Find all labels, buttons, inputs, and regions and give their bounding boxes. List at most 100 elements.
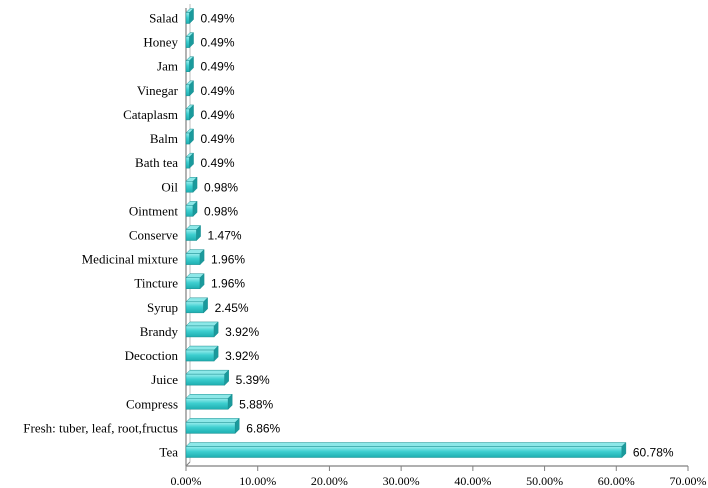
x-tick-label: 60.00% (598, 474, 635, 488)
bar-end-face (234, 417, 240, 434)
category-label: Cataplasm (123, 107, 178, 122)
value-label: 0.49% (201, 132, 235, 146)
bar-front-face (185, 108, 190, 121)
bar-ointment (185, 200, 198, 217)
bar-front-face (185, 84, 190, 97)
category-label: Honey (143, 35, 178, 50)
bar-end-face (199, 273, 205, 290)
x-tick-label: 30.00% (383, 474, 420, 488)
bar-front-face (185, 12, 190, 24)
bar-end-face (224, 369, 229, 386)
value-label: 0.49% (201, 12, 235, 26)
bar-end-face (189, 152, 194, 169)
category-label: Decoction (125, 348, 179, 363)
value-label: 0.49% (201, 84, 235, 98)
value-label: 0.49% (201, 156, 235, 170)
bar-front-face (185, 229, 197, 241)
value-label: 2.45% (215, 301, 249, 315)
value-label: 5.39% (236, 373, 270, 387)
bar-front-face (185, 398, 229, 410)
bar-front-face (185, 156, 190, 169)
value-labels: 60.78% 6.86% 5.88% 5.39% 3.92% 3.92% 2.45% 1.96… (201, 12, 674, 460)
bar-juice (185, 369, 230, 386)
category-label: Vinegar (137, 83, 179, 98)
bar-balm (185, 128, 195, 145)
bar-front-face (185, 60, 190, 72)
bar-end-face (192, 200, 198, 217)
category-label: Bath tea (135, 155, 178, 170)
bar-end-face (199, 249, 205, 266)
bar-end-face (196, 224, 201, 242)
bar-tea (185, 441, 627, 459)
bar-end-face (213, 321, 219, 338)
category-label: Tincture (134, 276, 178, 291)
x-tick-label: 20.00% (311, 474, 348, 488)
category-label: Compress (126, 396, 178, 411)
bar-end-face (189, 7, 194, 25)
bar-top-face (185, 321, 219, 327)
bar-front-face (185, 205, 194, 217)
bar-syrup (185, 297, 209, 314)
bar-front-face (185, 422, 236, 434)
bar-front-face (185, 181, 194, 193)
category-label: Oil (161, 179, 178, 194)
bar-front-face (185, 253, 201, 265)
bar-top-face (185, 418, 240, 423)
bar-end-face (189, 128, 194, 145)
value-label: 1.96% (211, 277, 245, 291)
value-label: 0.49% (201, 60, 235, 74)
category-label: Brandy (140, 324, 179, 339)
bar-bath-tea (185, 152, 195, 169)
bar-end-face (621, 441, 627, 459)
bar-front-face (185, 349, 215, 362)
category-label: Salad (149, 11, 178, 26)
category-label: Balm (150, 131, 178, 146)
value-label: 1.47% (208, 229, 242, 243)
category-label: Ointment (129, 203, 178, 218)
bar-end-face (203, 297, 208, 314)
bar-tincture (185, 273, 205, 290)
category-label: Juice (151, 372, 178, 387)
bar-honey (185, 32, 195, 49)
x-tick-label: 50.00% (526, 474, 563, 488)
bar-end-face (189, 80, 194, 97)
bar-medicinal-mixture (185, 249, 205, 266)
bar-jam (185, 56, 195, 73)
bar-front-face (185, 277, 201, 289)
bar-end-face (192, 176, 198, 193)
x-tick-label: 0.00% (171, 474, 202, 488)
value-label: 0.49% (201, 36, 235, 50)
category-labels: Tea Fresh: tuber, leaf, root,fructus Compr… (23, 11, 178, 460)
axis-corner-line (185, 461, 191, 467)
category-label: Jam (157, 59, 178, 74)
bars (185, 7, 627, 459)
bar-end-face (227, 393, 233, 410)
category-label: Fresh: tuber, leaf, root,fructus (23, 420, 178, 435)
x-tick-label: 10.00% (239, 474, 276, 488)
value-label: 6.86% (246, 421, 280, 435)
bar-front-face (185, 325, 215, 338)
value-label: 0.49% (201, 108, 235, 122)
bar-top-face (185, 345, 219, 351)
bar-front-face (185, 132, 190, 145)
bar-end-face (189, 32, 194, 49)
value-label: 5.88% (239, 397, 273, 411)
category-label: Tea (159, 445, 178, 460)
bar-front-face (185, 373, 225, 386)
x-tick-label: 40.00% (454, 474, 491, 488)
bar-fresh-tuber-leaf-root-fructus (185, 417, 240, 434)
bar-top-face (185, 442, 627, 447)
bar-conserve (185, 224, 202, 242)
bar-vinegar (185, 80, 195, 97)
category-label: Medicinal mixture (82, 252, 179, 267)
bar-decoction (185, 345, 219, 362)
value-label: 0.98% (204, 180, 238, 194)
bar-end-face (189, 104, 194, 121)
value-label: 3.92% (225, 325, 259, 339)
x-tick-label: 70.00% (670, 474, 707, 488)
bar-front-face (185, 301, 204, 314)
category-label: Conserve (129, 228, 178, 243)
bar-front-face (185, 446, 623, 458)
bar-salad (185, 7, 195, 25)
value-label: 1.96% (211, 253, 245, 267)
